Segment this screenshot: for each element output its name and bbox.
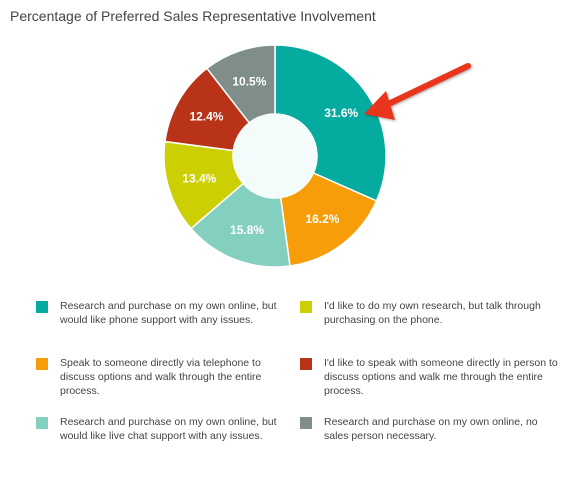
- legend-swatch-2: [36, 417, 48, 429]
- legend-label-1: Speak to someone directly via telephone …: [60, 357, 262, 397]
- slice-value-label-5: 10.5%: [232, 74, 266, 88]
- legend-swatch-5: [300, 417, 312, 429]
- chart-title: Percentage of Preferred Sales Representa…: [10, 8, 376, 24]
- legend-swatch-3: [300, 301, 312, 313]
- legend-label-4: I'd like to speak with someone directly …: [324, 357, 558, 397]
- slice-value-label-2: 15.8%: [230, 223, 264, 237]
- annotation-arrow: [364, 63, 471, 120]
- slice-value-label-1: 16.2%: [305, 212, 339, 226]
- slice-value-label-0: 31.6%: [324, 106, 358, 120]
- legend-label-2: Research and purchase on my own online, …: [60, 416, 277, 442]
- legend-swatch-0: [36, 301, 48, 313]
- donut-hole: [233, 114, 317, 198]
- legend-label-3: I'd like to do my own research, but talk…: [324, 300, 541, 326]
- donut-chart: 31.6% 16.2% 15.8% 13.4% 12.4% 10.5%: [163, 44, 471, 268]
- legend-swatch-4: [300, 358, 312, 370]
- slice-value-label-4: 12.4%: [189, 110, 223, 124]
- legend-swatch-1: [36, 358, 48, 370]
- legend-label-5: Research and purchase on my own online, …: [324, 416, 538, 442]
- slice-value-label-3: 13.4%: [182, 172, 216, 186]
- legend-label-0: Research and purchase on my own online, …: [60, 300, 277, 326]
